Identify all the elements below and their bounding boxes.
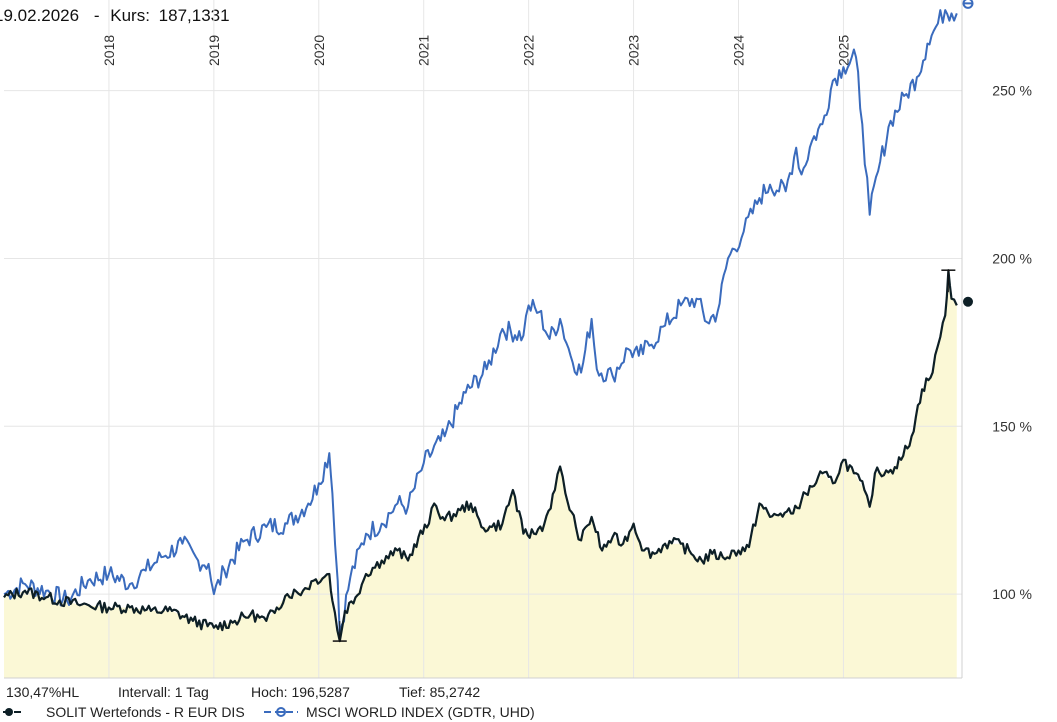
- header-separator: -: [93, 6, 100, 25]
- header-kurs-label: Kurs:: [110, 6, 150, 25]
- chart-header: 19.02.2026 - Kurs: 187,1331: [0, 6, 234, 26]
- x-tick-label: 2025: [835, 35, 851, 66]
- y-tick-label: 200 %: [992, 250, 1032, 266]
- stat-high: Hoch: 196,5287: [251, 684, 350, 700]
- legend-index-label: MSCI WORLD INDEX (GDTR, UHD): [306, 704, 535, 720]
- solit-fund-series-line: [3, 269, 958, 643]
- header-kurs-value: 187,1331: [158, 6, 230, 25]
- x-tick-label: 2022: [521, 35, 537, 66]
- stat-low: Tief: 85,2742: [399, 684, 481, 700]
- x-tick-label: 2024: [731, 35, 747, 66]
- legend-fund-label: SOLIT Wertefonds - R EUR DIS: [46, 704, 245, 720]
- y-tick-label: 100 %: [992, 586, 1032, 602]
- msci-world-series-line: [3, 9, 958, 636]
- stat-interval: Intervall: 1 Tag: [118, 684, 209, 700]
- fund-area-fill: [4, 270, 957, 678]
- y-tick-label: 150 %: [992, 418, 1032, 434]
- x-tick-label: 2023: [626, 35, 642, 66]
- price-chart[interactable]: 2018 2019 2020 2021 2022 2023 2024 2025 100 % 15…: [0, 0, 1057, 680]
- stat-change: 130,47%HL: [6, 684, 80, 700]
- header-date: 19.02.2026: [0, 6, 80, 25]
- fund-end-marker: [963, 296, 973, 307]
- y-tick-label: 250 %: [992, 83, 1032, 99]
- legend-fund-line-icon: [0, 708, 24, 716]
- x-tick-label: 2018: [101, 35, 117, 66]
- x-tick-label: 2019: [206, 35, 222, 66]
- x-tick-label: 2021: [416, 35, 432, 66]
- legend-index-line-icon: [264, 707, 298, 717]
- x-tick-label: 2020: [311, 35, 327, 66]
